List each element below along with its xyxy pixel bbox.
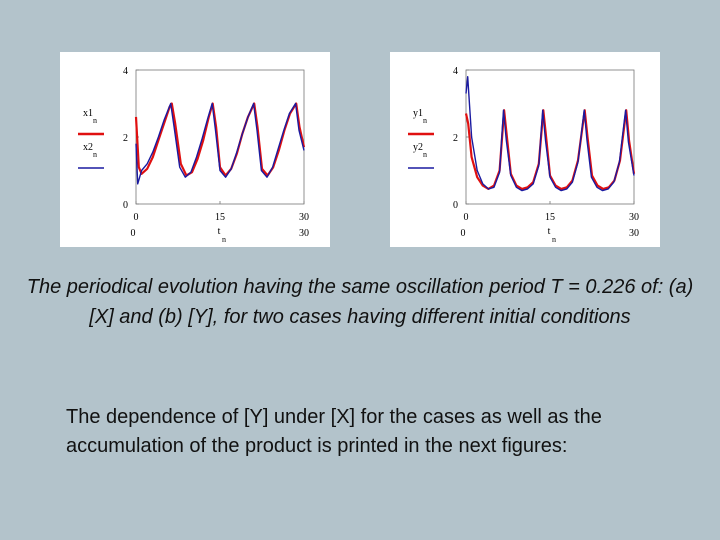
y-tick-label: 0: [453, 200, 458, 211]
y-tick-label: 4: [123, 66, 128, 77]
plot-frame: [465, 69, 635, 205]
x-tick-label: 0: [134, 212, 139, 223]
legend-entry-x1: x1n: [78, 108, 104, 136]
x-tick-label: 15: [215, 212, 225, 223]
x-axis-label-sub: n: [552, 235, 556, 244]
plot-frame: [135, 69, 305, 205]
figure-caption: The periodical evolution having the same…: [26, 276, 694, 328]
x-tick-label: 30: [629, 212, 639, 223]
y-tick-label: 4: [453, 66, 458, 77]
x-tick-label-row2: 0: [131, 228, 136, 239]
x-axis-label: t: [218, 226, 221, 237]
legend-entry-y1: y1n: [408, 108, 434, 136]
y-tick-label: 2: [453, 133, 458, 144]
x-tick-label: 0: [464, 212, 469, 223]
series-line-x2: [135, 102, 305, 185]
legend-label: y2: [413, 142, 423, 153]
figure-a-x: 4 2 0 0 15 30 0 30 t n x1 n x2 n: [60, 52, 330, 247]
x-tick-label: 30: [299, 212, 309, 223]
body-paragraph: The dependence of [Y] under [X] for the …: [66, 406, 602, 457]
legend-label-sub: n: [423, 150, 427, 159]
y-tick-label: 0: [123, 200, 128, 211]
legend-entry-x2: x2n: [78, 142, 104, 169]
x-tick-label: 15: [545, 212, 555, 223]
legend-label-sub: n: [93, 150, 97, 159]
y-tick-label: 2: [123, 133, 128, 144]
legend-entry-y2: y2n: [408, 142, 434, 169]
legend-label: x2: [83, 142, 93, 153]
figure-b-y: 4 2 0 0 15 30 0 30 t n y1 n y2 n: [390, 52, 660, 247]
legend-label-sub: n: [423, 116, 427, 125]
x-tick-label-row2: 30: [629, 228, 639, 239]
series-line-y2: [465, 76, 635, 192]
x-tick-label-row2: 30: [299, 228, 309, 239]
legend-label-sub: n: [93, 116, 97, 125]
x-axis-label-sub: n: [222, 235, 226, 244]
legend-label: x1: [83, 108, 93, 119]
series-line-y1: [464, 109, 636, 190]
x-axis-label: t: [548, 226, 551, 237]
legend-label: y1: [413, 108, 423, 119]
x-tick-label-row2: 0: [461, 228, 466, 239]
series-line-x1: [134, 102, 306, 177]
